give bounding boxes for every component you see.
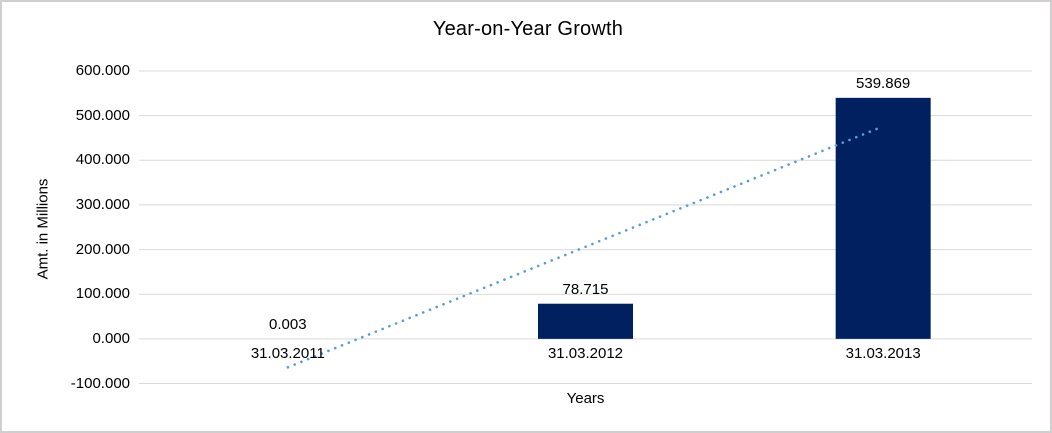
y-tick-label: -100.000 — [70, 374, 130, 392]
y-tick-label: 400.000 — [75, 151, 130, 169]
category-label: 31.03.2013 — [845, 344, 921, 362]
y-tick-label: 100.000 — [75, 285, 130, 303]
data-label: 539.869 — [856, 74, 911, 92]
y-tick-label: 600.000 — [75, 62, 130, 79]
category-label: 31.03.2012 — [547, 344, 624, 362]
y-tick-label: 500.000 — [75, 106, 130, 124]
x-axis-title: Years — [566, 390, 605, 407]
trendline — [286, 125, 885, 369]
y-tick-label: 200.000 — [75, 240, 130, 258]
data-label: 0.003 — [269, 315, 307, 333]
chart-title: Year-on-Year Growth — [432, 18, 624, 40]
bar — [835, 97, 931, 339]
y-tick-label: 0.000 — [92, 329, 130, 347]
category-label: 31.03.2011 — [250, 344, 325, 362]
bar — [538, 303, 633, 339]
y-tick-label: 300.000 — [75, 195, 130, 213]
data-label: 78.715 — [562, 280, 609, 298]
